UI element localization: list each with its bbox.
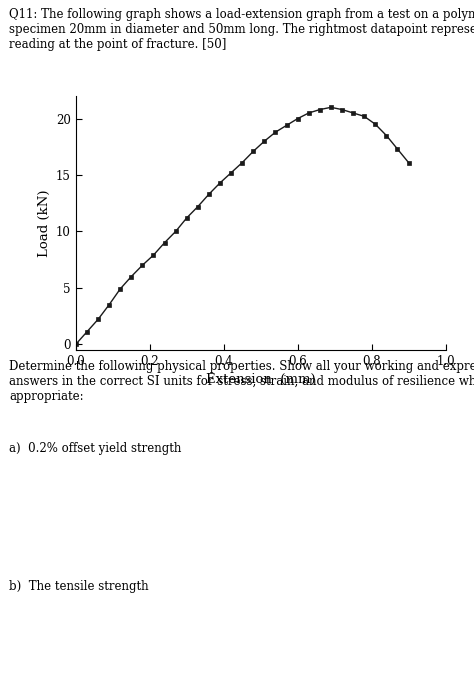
Text: a)  0.2% offset yield strength: a) 0.2% offset yield strength	[9, 442, 182, 456]
Text: Q11: The following graph shows a load-extension graph from a test on a polymer
s: Q11: The following graph shows a load-ex…	[9, 8, 474, 51]
Text: b)  The tensile strength: b) The tensile strength	[9, 580, 149, 593]
Y-axis label: Load (kN): Load (kN)	[37, 189, 51, 257]
X-axis label: Extension  (mm): Extension (mm)	[206, 373, 316, 386]
Text: Determine the following physical properties. Show all your working and express a: Determine the following physical propert…	[9, 360, 474, 403]
